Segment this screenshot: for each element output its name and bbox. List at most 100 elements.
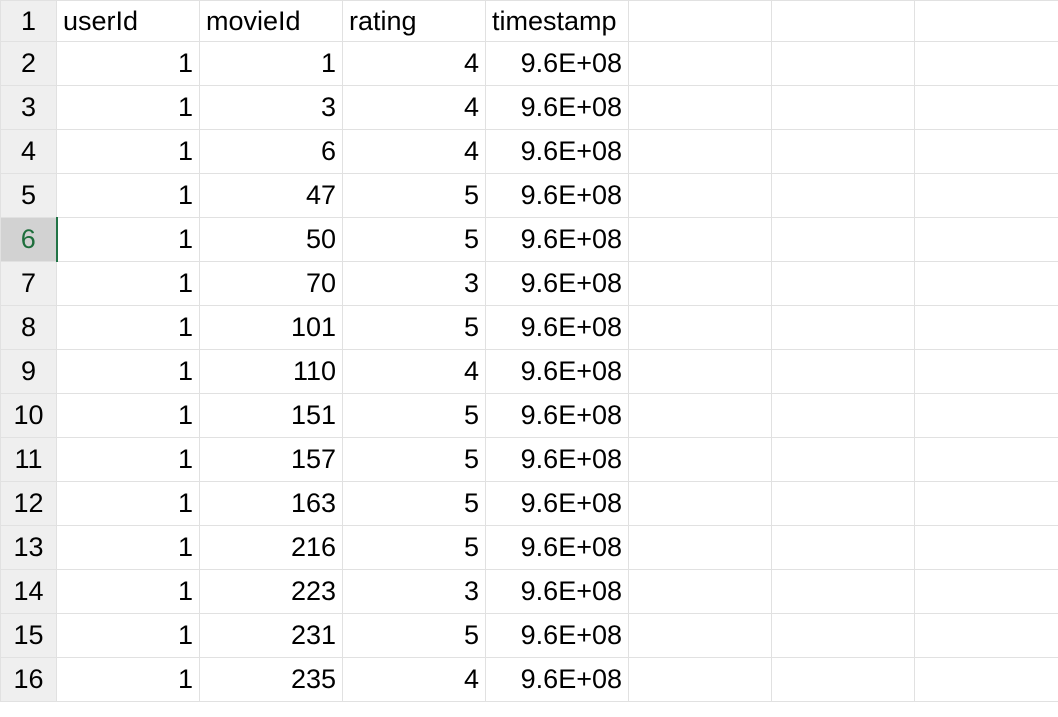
empty-cell[interactable] <box>628 0 772 42</box>
empty-cell[interactable] <box>914 129 1058 174</box>
empty-cell[interactable] <box>628 393 772 438</box>
empty-cell[interactable] <box>914 657 1058 702</box>
empty-cell[interactable] <box>771 41 915 86</box>
cell-userid[interactable]: 1 <box>56 41 200 86</box>
cell-timestamp[interactable]: 9.6E+08 <box>485 613 629 658</box>
empty-cell[interactable] <box>771 261 915 306</box>
empty-cell[interactable] <box>771 0 915 42</box>
empty-cell[interactable] <box>914 613 1058 658</box>
empty-cell[interactable] <box>771 393 915 438</box>
cell-userid[interactable]: 1 <box>56 569 200 614</box>
empty-cell[interactable] <box>628 657 772 702</box>
cell-userid[interactable]: 1 <box>56 217 200 262</box>
cell-movieid[interactable]: 157 <box>199 437 343 482</box>
row-header-16[interactable]: 16 <box>0 657 57 702</box>
cell-movieid[interactable]: 151 <box>199 393 343 438</box>
cell-timestamp[interactable]: 9.6E+08 <box>485 437 629 482</box>
empty-cell[interactable] <box>914 85 1058 130</box>
column-title-userid[interactable]: userId <box>56 0 200 42</box>
row-header-14[interactable]: 14 <box>0 569 57 614</box>
column-title-timestamp[interactable]: timestamp <box>485 0 629 42</box>
empty-cell[interactable] <box>628 173 772 218</box>
row-header-12[interactable]: 12 <box>0 481 57 526</box>
row-header-6[interactable]: 6 <box>0 217 58 262</box>
empty-cell[interactable] <box>628 481 772 526</box>
empty-cell[interactable] <box>771 129 915 174</box>
empty-cell[interactable] <box>914 393 1058 438</box>
cell-timestamp[interactable]: 9.6E+08 <box>485 129 629 174</box>
row-header-5[interactable]: 5 <box>0 173 57 218</box>
cell-rating[interactable]: 4 <box>342 85 486 130</box>
cell-rating[interactable]: 5 <box>342 525 486 570</box>
row-header-15[interactable]: 15 <box>0 613 57 658</box>
row-header-1[interactable]: 1 <box>0 0 57 42</box>
column-title-rating[interactable]: rating <box>342 0 486 42</box>
row-header-3[interactable]: 3 <box>0 85 57 130</box>
cell-rating[interactable]: 5 <box>342 393 486 438</box>
empty-cell[interactable] <box>771 437 915 482</box>
empty-cell[interactable] <box>914 217 1058 262</box>
empty-cell[interactable] <box>914 261 1058 306</box>
cell-timestamp[interactable]: 9.6E+08 <box>485 85 629 130</box>
cell-rating[interactable]: 5 <box>342 437 486 482</box>
cell-userid[interactable]: 1 <box>56 613 200 658</box>
cell-rating[interactable]: 4 <box>342 41 486 86</box>
cell-rating[interactable]: 3 <box>342 569 486 614</box>
empty-cell[interactable] <box>771 85 915 130</box>
cell-rating[interactable]: 5 <box>342 217 486 262</box>
row-header-10[interactable]: 10 <box>0 393 57 438</box>
empty-cell[interactable] <box>628 261 772 306</box>
cell-userid[interactable]: 1 <box>56 657 200 702</box>
row-header-11[interactable]: 11 <box>0 437 57 482</box>
cell-rating[interactable]: 5 <box>342 305 486 350</box>
cell-timestamp[interactable]: 9.6E+08 <box>485 305 629 350</box>
cell-rating[interactable]: 4 <box>342 129 486 174</box>
row-header-7[interactable]: 7 <box>0 261 57 306</box>
empty-cell[interactable] <box>628 305 772 350</box>
column-title-movieid[interactable]: movieId <box>199 0 343 42</box>
cell-userid[interactable]: 1 <box>56 85 200 130</box>
empty-cell[interactable] <box>628 41 772 86</box>
empty-cell[interactable] <box>914 349 1058 394</box>
empty-cell[interactable] <box>771 217 915 262</box>
empty-cell[interactable] <box>628 525 772 570</box>
empty-cell[interactable] <box>771 349 915 394</box>
empty-cell[interactable] <box>914 525 1058 570</box>
cell-movieid[interactable]: 110 <box>199 349 343 394</box>
cell-movieid[interactable]: 70 <box>199 261 343 306</box>
cell-userid[interactable]: 1 <box>56 393 200 438</box>
cell-userid[interactable]: 1 <box>56 437 200 482</box>
cell-movieid[interactable]: 6 <box>199 129 343 174</box>
empty-cell[interactable] <box>628 349 772 394</box>
cell-movieid[interactable]: 1 <box>199 41 343 86</box>
cell-movieid[interactable]: 216 <box>199 525 343 570</box>
empty-cell[interactable] <box>914 437 1058 482</box>
empty-cell[interactable] <box>914 41 1058 86</box>
row-header-13[interactable]: 13 <box>0 525 57 570</box>
cell-userid[interactable]: 1 <box>56 129 200 174</box>
cell-userid[interactable]: 1 <box>56 305 200 350</box>
cell-timestamp[interactable]: 9.6E+08 <box>485 349 629 394</box>
cell-userid[interactable]: 1 <box>56 261 200 306</box>
empty-cell[interactable] <box>914 481 1058 526</box>
empty-cell[interactable] <box>771 569 915 614</box>
cell-movieid[interactable]: 231 <box>199 613 343 658</box>
cell-movieid[interactable]: 101 <box>199 305 343 350</box>
row-header-4[interactable]: 4 <box>0 129 57 174</box>
empty-cell[interactable] <box>771 525 915 570</box>
cell-userid[interactable]: 1 <box>56 349 200 394</box>
cell-movieid[interactable]: 223 <box>199 569 343 614</box>
cell-rating[interactable]: 5 <box>342 613 486 658</box>
empty-cell[interactable] <box>628 85 772 130</box>
empty-cell[interactable] <box>628 437 772 482</box>
cell-timestamp[interactable]: 9.6E+08 <box>485 569 629 614</box>
row-header-2[interactable]: 2 <box>0 41 57 86</box>
row-header-8[interactable]: 8 <box>0 305 57 350</box>
cell-timestamp[interactable]: 9.6E+08 <box>485 261 629 306</box>
empty-cell[interactable] <box>628 217 772 262</box>
cell-timestamp[interactable]: 9.6E+08 <box>485 217 629 262</box>
cell-timestamp[interactable]: 9.6E+08 <box>485 481 629 526</box>
empty-cell[interactable] <box>771 173 915 218</box>
cell-rating[interactable]: 4 <box>342 349 486 394</box>
cell-movieid[interactable]: 50 <box>199 217 343 262</box>
